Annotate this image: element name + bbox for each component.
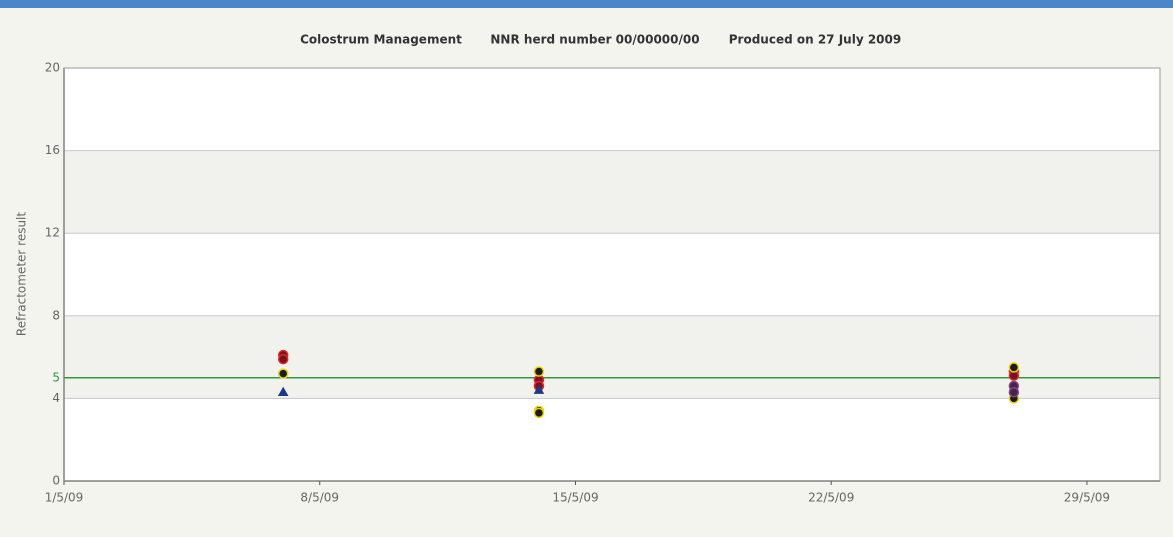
y-tick-label: 8 xyxy=(52,308,60,322)
y-tick-label: 16 xyxy=(45,143,60,157)
band xyxy=(64,315,1160,399)
point xyxy=(277,386,289,396)
point xyxy=(277,368,289,379)
x-tick-label: 1/5/09 xyxy=(45,491,84,505)
plot-area xyxy=(64,68,1160,481)
x-tick-label: 29/5/09 xyxy=(1064,491,1110,505)
band xyxy=(64,150,1160,234)
y-tick-label: 4 xyxy=(52,391,60,405)
point xyxy=(1008,362,1020,373)
y-tick-label: 0 xyxy=(52,474,60,488)
y-tick-label: 12 xyxy=(45,226,60,240)
y-tick-label: 20 xyxy=(45,61,60,75)
y-axis-label: Refractometer result xyxy=(15,212,29,336)
point xyxy=(533,407,545,419)
point xyxy=(533,384,545,394)
point xyxy=(1008,386,1020,398)
header-date: Produced on 27 July 2009 xyxy=(729,33,901,47)
header-title: Colostrum Management xyxy=(300,33,462,47)
point xyxy=(277,353,289,365)
top-bar xyxy=(0,0,1173,8)
x-tick-label: 15/5/09 xyxy=(552,491,598,505)
header-herd: NNR herd number 00/00000/00 xyxy=(490,33,699,47)
reference-label: 5 xyxy=(52,370,60,384)
plot-border xyxy=(63,67,1161,482)
x-tick-label: 8/5/09 xyxy=(300,491,339,505)
x-tick-label: 22/5/09 xyxy=(808,491,854,505)
point xyxy=(533,366,545,377)
